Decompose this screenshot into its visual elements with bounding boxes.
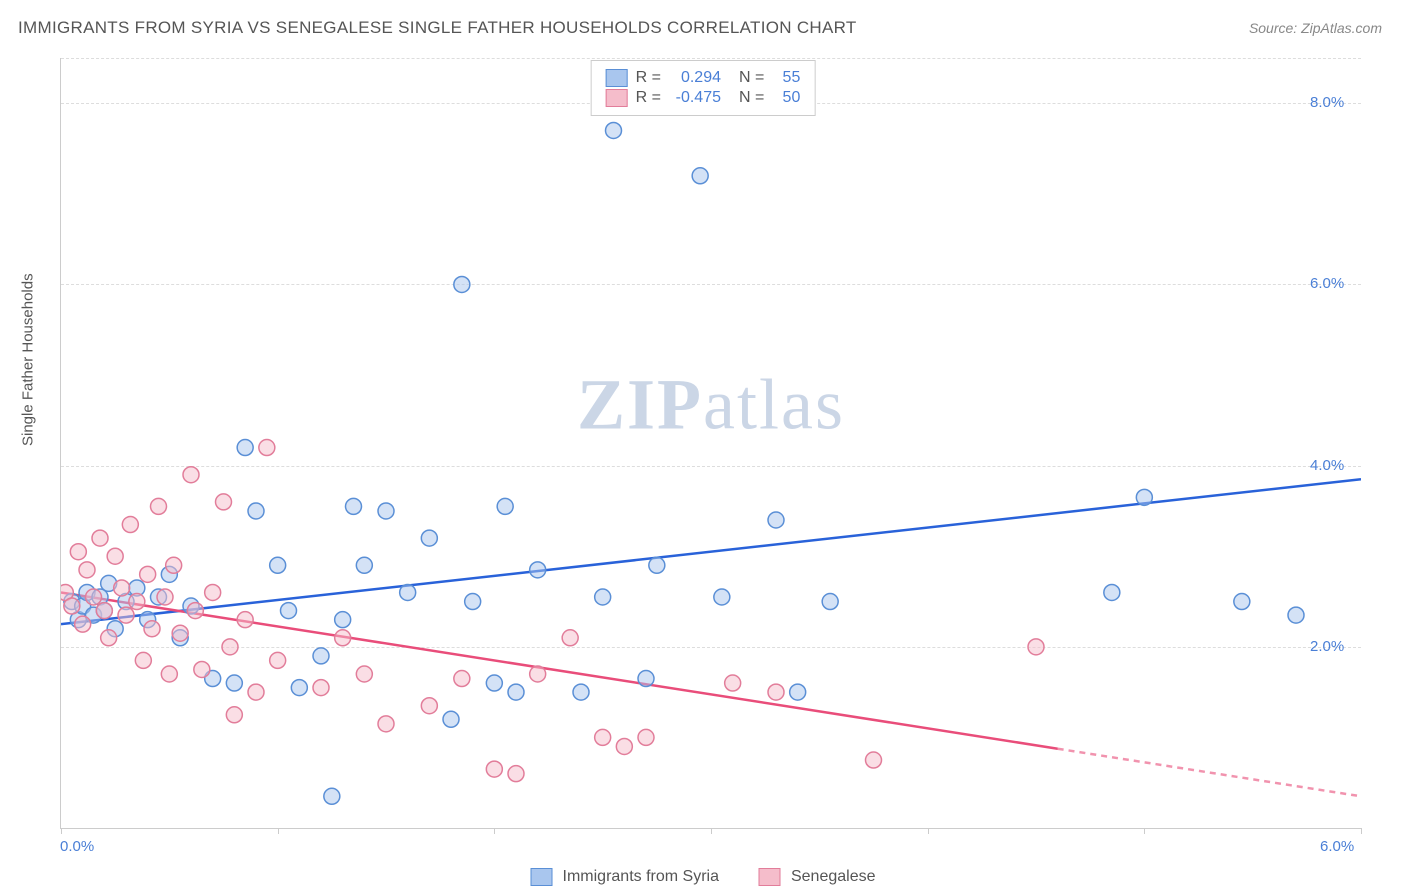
n-label: N = bbox=[739, 69, 764, 87]
legend-swatch-1 bbox=[759, 868, 781, 886]
x-tick bbox=[1144, 828, 1145, 834]
stats-legend: R = 0.294 N = 55 R = -0.475 N = 50 bbox=[591, 60, 816, 116]
n-value-0: 55 bbox=[772, 69, 800, 87]
r-label: R = bbox=[636, 69, 661, 87]
legend-swatch-0 bbox=[531, 868, 553, 886]
r-value-1: -0.475 bbox=[669, 89, 721, 107]
legend-label-1: Senegalese bbox=[791, 868, 876, 886]
source-prefix: Source: bbox=[1249, 20, 1301, 36]
legend-label-0: Immigrants from Syria bbox=[563, 868, 719, 886]
x-tick bbox=[711, 828, 712, 834]
source-name: ZipAtlas.com bbox=[1301, 20, 1382, 36]
x-tick-label: 0.0% bbox=[60, 838, 94, 855]
legend-item-0: Immigrants from Syria bbox=[531, 868, 719, 886]
source-attribution: Source: ZipAtlas.com bbox=[1249, 20, 1382, 36]
stats-row-series-0: R = 0.294 N = 55 bbox=[606, 69, 801, 87]
y-axis-label: Single Father Households bbox=[20, 273, 37, 446]
x-tick-label: 6.0% bbox=[1320, 838, 1354, 855]
n-value-1: 50 bbox=[772, 89, 800, 107]
legend-item-1: Senegalese bbox=[759, 868, 876, 886]
chart-title: IMMIGRANTS FROM SYRIA VS SENEGALESE SING… bbox=[18, 18, 857, 38]
x-tick bbox=[928, 828, 929, 834]
n-label: N = bbox=[739, 89, 764, 107]
x-tick bbox=[494, 828, 495, 834]
chart-svg bbox=[61, 58, 1361, 828]
swatch-series-1 bbox=[606, 89, 628, 107]
x-tick bbox=[278, 828, 279, 834]
r-label: R = bbox=[636, 89, 661, 107]
swatch-series-0 bbox=[606, 69, 628, 87]
stats-row-series-1: R = -0.475 N = 50 bbox=[606, 89, 801, 107]
x-tick bbox=[61, 828, 62, 834]
x-tick bbox=[1361, 828, 1362, 834]
plot-area: ZIPatlas bbox=[60, 58, 1361, 829]
bottom-legend: Immigrants from Syria Senegalese bbox=[531, 868, 876, 886]
r-value-0: 0.294 bbox=[669, 69, 721, 87]
